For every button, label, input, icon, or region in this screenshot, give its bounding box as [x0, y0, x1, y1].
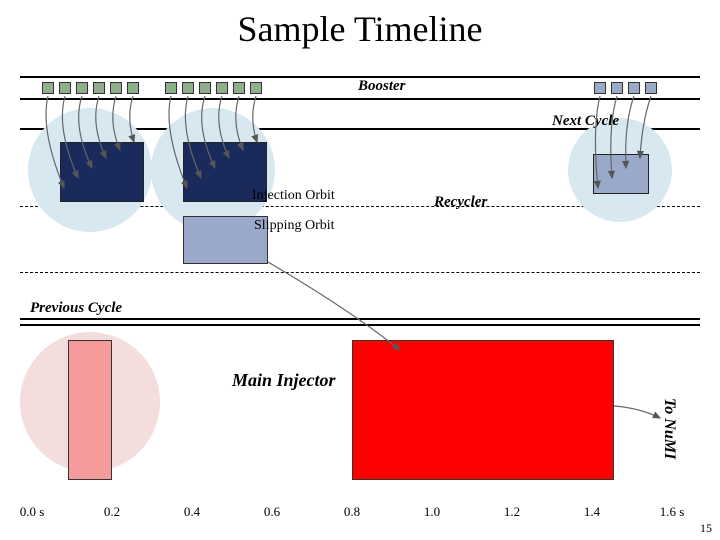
booster-pulse	[594, 82, 606, 94]
mi-previous-rect	[68, 340, 112, 480]
booster-pulse	[93, 82, 105, 94]
page-number: 15	[700, 521, 712, 536]
main-injector-label: Main Injector	[232, 370, 336, 391]
booster-pulse	[611, 82, 623, 94]
timeline-diagram: Sample Timeline Booster Next Cycle Injec…	[0, 0, 720, 540]
booster-pulse	[42, 82, 54, 94]
slipping-orbit-label: Slipping Orbit	[254, 218, 335, 234]
injection-stair-step	[593, 154, 649, 194]
injection-stair-step	[60, 142, 144, 202]
injection-orbit-label: Injection Orbit	[252, 188, 335, 204]
axis-tick: 0.8	[344, 504, 360, 520]
page-title: Sample Timeline	[0, 0, 720, 50]
mi-current-rect	[352, 340, 614, 480]
previous-cycle-label: Previous Cycle	[30, 300, 122, 317]
to-numi-label: To NuMI	[660, 398, 678, 459]
axis-tick: 1.4	[584, 504, 600, 520]
booster-pulse	[182, 82, 194, 94]
axis-tick: 0.6	[264, 504, 280, 520]
booster-label: Booster	[358, 78, 406, 95]
axis-tick: 0.4	[184, 504, 200, 520]
axis-tick: 0.0 s	[20, 504, 45, 520]
booster-pulse	[127, 82, 139, 94]
booster-pulse	[76, 82, 88, 94]
booster-pulse	[250, 82, 262, 94]
booster-pulse	[233, 82, 245, 94]
axis-tick: 0.2	[104, 504, 120, 520]
booster-pulse	[216, 82, 228, 94]
booster-pulse	[628, 82, 640, 94]
booster-pulse	[645, 82, 657, 94]
booster-pulse	[199, 82, 211, 94]
booster-pulse	[110, 82, 122, 94]
recycler-label: Recycler	[434, 194, 487, 211]
axis-tick: 1.6 s	[660, 504, 685, 520]
booster-pulse	[59, 82, 71, 94]
axis-tick: 1.0	[424, 504, 440, 520]
booster-pulse	[165, 82, 177, 94]
axis-tick: 1.2	[504, 504, 520, 520]
next-cycle-label: Next Cycle	[552, 113, 619, 130]
